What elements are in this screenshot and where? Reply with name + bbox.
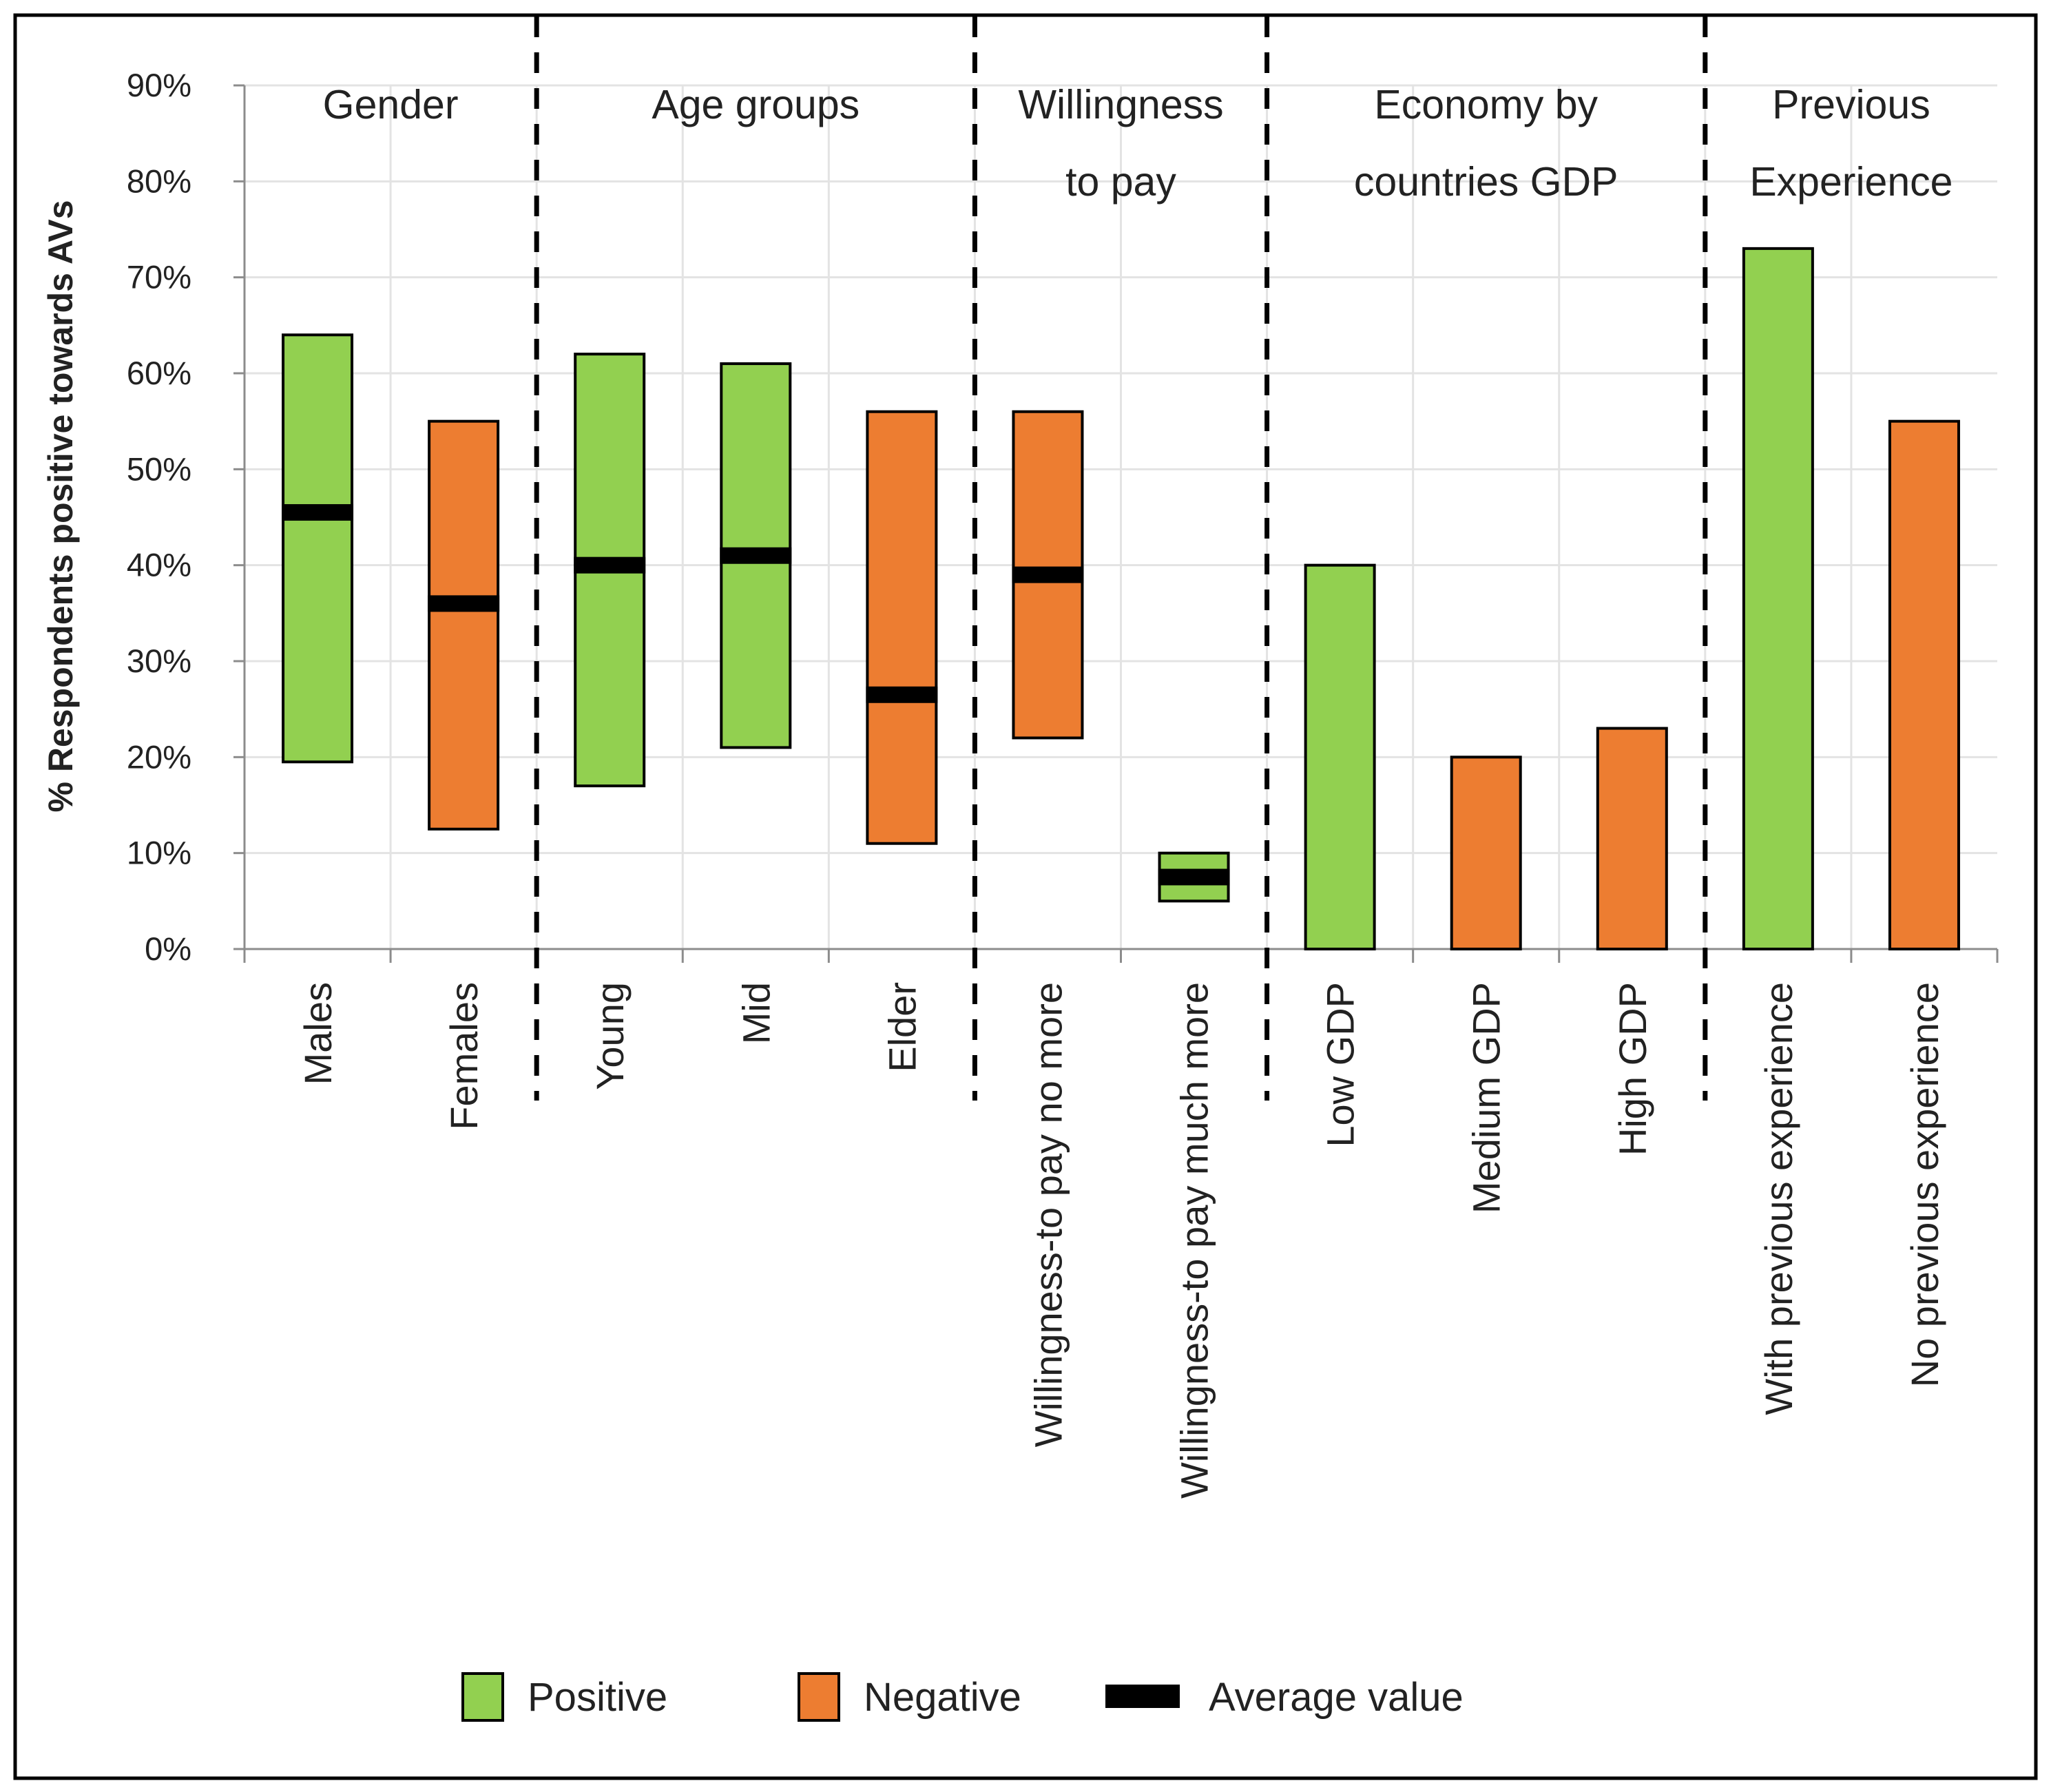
bar-positive xyxy=(1742,247,1814,951)
average-marker xyxy=(574,556,646,574)
y-axis-title: % Respondents positive towards AVs xyxy=(41,200,80,812)
y-tick-label: 0% xyxy=(145,930,191,967)
bar-positive xyxy=(282,333,354,764)
y-tick-label: 50% xyxy=(127,450,191,487)
category-label: Willingness-to pay much more xyxy=(1173,982,1216,1499)
chart-frame xyxy=(13,13,2038,1780)
category-label: High GDP xyxy=(1611,982,1654,1156)
category-label: Mid xyxy=(734,982,778,1044)
y-tick-label: 10% xyxy=(127,835,191,871)
average-marker xyxy=(866,686,938,703)
bar-negative xyxy=(428,419,500,831)
group-title: Previous xyxy=(1772,82,1930,127)
group-title: Age groups xyxy=(652,82,860,127)
category-label: Low GDP xyxy=(1319,982,1362,1147)
y-tick-label: 40% xyxy=(127,547,191,583)
group-title: to pay xyxy=(1065,159,1176,205)
group-title: Gender xyxy=(323,82,459,127)
average-marker xyxy=(428,595,500,612)
legend-label-positive: Positive xyxy=(528,1675,667,1720)
y-tick-label: 30% xyxy=(127,643,191,679)
group-separators xyxy=(534,17,1708,1101)
legend-label-negative: Negative xyxy=(864,1675,1021,1720)
legend-label-average: Average value xyxy=(1209,1675,1464,1720)
category-label: Males xyxy=(296,982,340,1085)
group-title: Experience xyxy=(1749,159,1953,205)
y-tick-label: 90% xyxy=(127,67,191,103)
category-label: Willingness-to pay no more xyxy=(1026,982,1070,1447)
average-marker xyxy=(720,547,792,564)
y-tick-label: 60% xyxy=(127,355,191,391)
bar-negative xyxy=(866,410,938,845)
category-label: No previous experience xyxy=(1903,982,1946,1387)
y-tick-label: 80% xyxy=(127,163,191,199)
labels: 0% 10% 20% 30% 40% 50% 60% 70% 80% 90% Males Female… xyxy=(41,67,1953,1499)
legend-swatch-negative xyxy=(798,1672,840,1722)
bar-positive xyxy=(1304,563,1376,950)
legend-swatch-average xyxy=(1105,1685,1180,1708)
y-tick-label: 70% xyxy=(127,259,191,295)
average-marker xyxy=(1012,566,1084,583)
bars xyxy=(282,247,1960,951)
category-label: Medium GDP xyxy=(1465,982,1508,1213)
bar-negative xyxy=(1450,756,1522,951)
group-title: Willingness xyxy=(1018,82,1223,127)
category-label: With previous experience xyxy=(1757,982,1800,1415)
average-marker xyxy=(282,504,354,521)
bar-negative xyxy=(1888,419,1960,950)
legend-swatch-positive xyxy=(461,1672,504,1722)
category-label: Females xyxy=(442,982,486,1130)
legend: Positive Negative Average value xyxy=(461,1672,1464,1722)
category-label: Elder xyxy=(880,982,924,1072)
category-label: Young xyxy=(588,982,632,1090)
group-title: Economy by xyxy=(1374,82,1598,127)
average-marker xyxy=(1158,868,1230,886)
group-title: countries GDP xyxy=(1354,159,1618,205)
bar-negative xyxy=(1596,727,1668,950)
y-tick-label: 20% xyxy=(127,738,191,775)
